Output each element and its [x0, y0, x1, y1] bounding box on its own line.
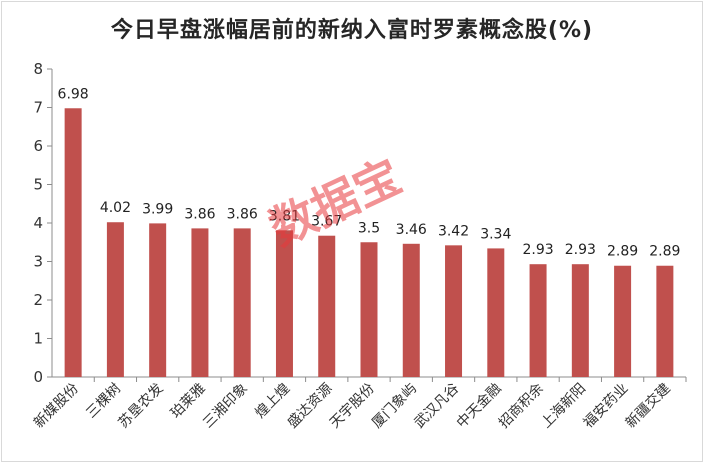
category-label: 福安药业: [581, 381, 632, 432]
category-label: 武汉凡谷: [411, 381, 462, 432]
data-label: 3.46: [396, 222, 427, 238]
bar: [64, 108, 82, 378]
y-tick-label: 7: [33, 99, 43, 117]
y-tick-label: 2: [33, 291, 43, 309]
bar: [360, 242, 378, 377]
bar: [614, 265, 632, 377]
data-label: 3.86: [184, 206, 215, 222]
category-label: 三湘印象: [200, 381, 251, 432]
data-label: 3.5: [358, 220, 380, 236]
category-label: 三棵树: [83, 381, 124, 422]
data-label: 3.86: [227, 206, 258, 222]
category-label: 上海新阳: [538, 381, 589, 432]
bar: [191, 228, 209, 377]
y-tick-label: 8: [33, 60, 43, 78]
data-label: 3.42: [438, 223, 469, 239]
bar: [149, 223, 167, 377]
bar: [275, 230, 293, 377]
category-label: 新媒股份: [31, 381, 82, 432]
y-tick-label: 1: [33, 330, 43, 348]
data-label: 3.67: [311, 214, 342, 230]
category-label: 中天金融: [454, 381, 505, 432]
bar: [487, 248, 505, 377]
y-tick-label: 0: [33, 368, 43, 386]
y-tick-label: 5: [33, 176, 43, 194]
category-label: 招商积余: [495, 380, 547, 432]
chart-title: 今日早盘涨幅居前的新纳入富时罗素概念股(%): [110, 18, 594, 43]
bar: [656, 265, 674, 377]
category-label: 盛达资源: [285, 381, 336, 432]
bar: [106, 222, 124, 377]
data-label: 2.89: [607, 244, 638, 260]
bar: [445, 245, 463, 377]
watermark: 数据宝: [261, 149, 409, 256]
data-label: 6.98: [58, 86, 89, 102]
y-tick-label: 4: [33, 214, 43, 232]
bar: [318, 235, 336, 377]
category-label: 新疆交建: [622, 380, 674, 432]
data-label: 2.93: [565, 242, 596, 258]
data-label: 2.89: [649, 244, 680, 260]
category-label: 苏垦农发: [116, 381, 167, 432]
data-label: 3.99: [142, 201, 173, 217]
category-label: 天宇股份: [327, 381, 378, 432]
y-tick-label: 6: [33, 137, 43, 155]
category-label: 煌上煌: [252, 381, 293, 422]
category-label: 珀莱雅: [168, 381, 209, 422]
data-label: 2.93: [522, 242, 553, 258]
data-label: 3.81: [269, 208, 300, 224]
y-tick-label: 3: [33, 253, 43, 271]
data-label: 4.02: [100, 200, 131, 216]
bar: [402, 243, 420, 377]
category-label: 厦门象屿: [369, 381, 420, 432]
bar: [233, 228, 251, 377]
bar: [571, 264, 589, 377]
bar: [529, 264, 547, 377]
data-label: 3.34: [480, 226, 511, 242]
